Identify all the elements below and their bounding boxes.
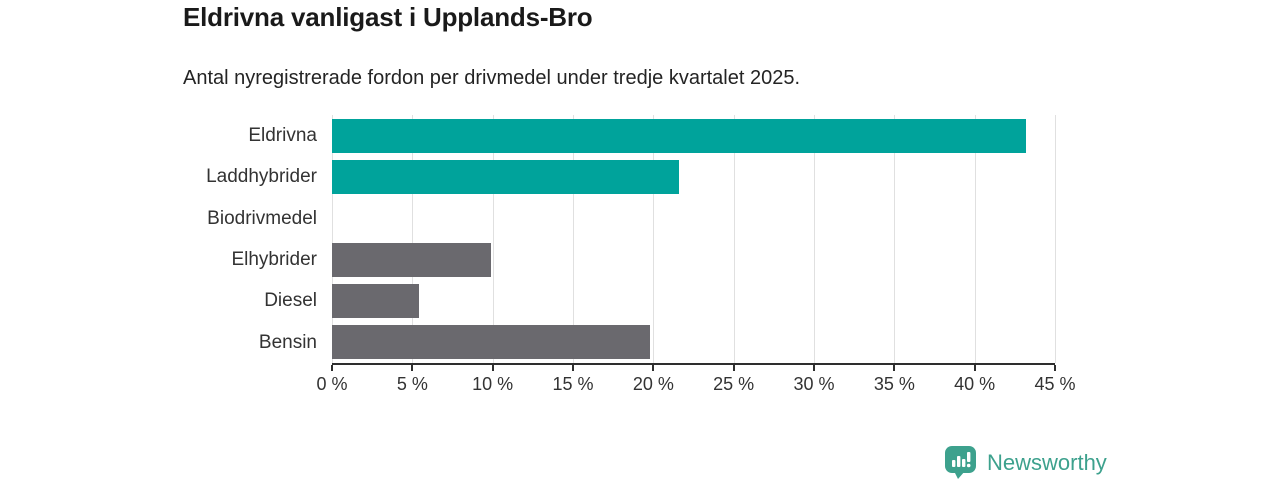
x-tick-label: 0 % [316, 374, 348, 394]
bar-row [332, 198, 1055, 239]
bar-row [332, 322, 1055, 363]
x-tick-label: 30 % [793, 374, 835, 394]
bar-row [332, 280, 1055, 321]
x-tick-label: 20 % [632, 374, 674, 394]
brand-footer: Newsworthy [944, 445, 1107, 480]
gridline [412, 115, 414, 363]
x-axis-tick [652, 365, 655, 371]
bar-laddhybrider[interactable] [332, 159, 680, 194]
x-tick-label: 10 % [472, 374, 514, 394]
newsworthy-bar-chart-pin-icon [945, 446, 976, 479]
x-axis-tick [411, 365, 414, 371]
x-tick-label: 45 % [1034, 374, 1076, 394]
bar-row [332, 239, 1055, 280]
x-tick-label: 5 % [396, 374, 428, 394]
x-tick-label: 40 % [954, 374, 996, 394]
bar-eldrivna[interactable] [332, 118, 1027, 153]
chart-subtitle: Antal nyregistrerade fordon per drivmede… [183, 67, 801, 89]
category-label-bensin: Bensin [258, 331, 317, 353]
category-label-biodrivmedel: Biodrivmedel [207, 207, 317, 229]
x-axis-tick [491, 365, 494, 371]
x-axis-tick [1054, 365, 1056, 371]
x-axis-tick [893, 365, 896, 371]
gridline [894, 115, 896, 363]
chart-title: Eldrivna vanligast i Upplands-Bro [183, 2, 593, 32]
plot-area [332, 115, 1056, 363]
category-label-elhybrider: Elhybrider [231, 249, 317, 270]
gridline [1055, 115, 1056, 363]
category-label-eldrivna: Eldrivna [248, 125, 317, 146]
bar-row [332, 115, 1055, 156]
x-axis-tick [813, 365, 815, 371]
brand-name: Newsworthy [987, 449, 1107, 475]
category-axis-labels: Eldrivna Laddhybrider Biodrivmedel Elhybrid… [0, 115, 317, 363]
gridline [653, 115, 655, 363]
x-axis-tick [973, 365, 976, 371]
gridline [974, 115, 976, 363]
gridline [733, 115, 735, 363]
x-tick-label: 15 % [552, 374, 594, 394]
x-axis-line [331, 363, 1056, 371]
x-axis-tick-labels: 0 % 5 % 10 % 15 % 20 % 25 % 30 % 35 % 40 % 45 % [316, 374, 1075, 398]
category-label-diesel: Diesel [264, 290, 317, 312]
category-label-laddhybrider: Laddhybrider [206, 166, 317, 188]
x-tick-label: 25 % [713, 374, 755, 394]
bar-bensin[interactable] [332, 325, 651, 360]
bar-elhybrider[interactable] [332, 242, 492, 277]
bar-diesel[interactable] [332, 283, 419, 318]
bar-row [332, 156, 1055, 197]
gridline [332, 115, 333, 363]
gridline [573, 115, 574, 363]
gridline [492, 115, 494, 363]
x-axis-tick [572, 365, 574, 371]
x-axis-tick [732, 365, 735, 371]
x-axis-tick [331, 365, 333, 371]
gridline [814, 115, 815, 363]
x-tick-label: 35 % [873, 374, 915, 394]
